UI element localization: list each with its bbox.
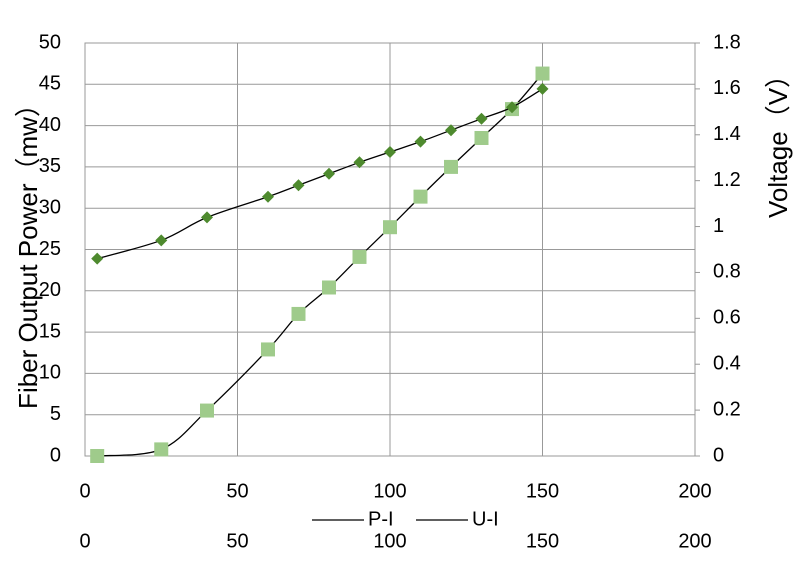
diamond-marker xyxy=(414,135,427,148)
diamond-marker xyxy=(262,190,274,203)
x2-tick-label: 100 xyxy=(373,530,406,552)
trend-line xyxy=(97,88,543,260)
x2-tick-label: 200 xyxy=(678,530,711,552)
diamond-marker xyxy=(384,145,396,158)
y-tick-label: 20 xyxy=(39,279,61,301)
square-marker xyxy=(413,189,428,204)
square-marker xyxy=(444,159,458,174)
y2-tick-label: 0.2 xyxy=(713,398,741,420)
diamond-marker xyxy=(506,101,518,114)
y-tick-label: 25 xyxy=(39,238,61,260)
y-tick-label: 5 xyxy=(50,403,61,425)
y-tick-label: 35 xyxy=(39,155,61,177)
x2-tick-label: 0 xyxy=(79,530,90,552)
y2-tick-label: 0.4 xyxy=(713,353,741,375)
diamond-marker xyxy=(445,124,457,137)
y2-tick-label: 1.6 xyxy=(713,77,741,99)
square-marker xyxy=(535,66,550,81)
diamond-marker xyxy=(91,252,104,265)
square-marker xyxy=(154,442,169,457)
square-marker xyxy=(261,342,275,357)
diamond-marker xyxy=(292,179,305,192)
square-marker xyxy=(383,220,397,235)
diamond-marker xyxy=(353,156,366,169)
trend-line xyxy=(97,73,543,457)
y-tick-label: 40 xyxy=(39,114,61,136)
y2-axis-title: Voltage（V） xyxy=(763,62,793,218)
y2-tick-label: 1 xyxy=(713,215,724,237)
square-marker xyxy=(352,249,367,264)
y-tick-label: 45 xyxy=(39,73,61,95)
square-marker xyxy=(474,130,489,145)
y-tick-label: 15 xyxy=(39,320,61,342)
y2-tick-label: 0.6 xyxy=(713,307,741,329)
square-marker xyxy=(291,306,306,321)
x2-tick-label: 50 xyxy=(226,530,248,552)
diamond-marker xyxy=(155,234,168,247)
diamond-marker xyxy=(536,82,549,95)
diamond-marker xyxy=(201,211,213,224)
y-axis-title: Fiber Output Power（mw） xyxy=(13,91,43,409)
diamond-marker xyxy=(323,167,335,180)
y-tick-label: 30 xyxy=(39,196,61,218)
x-tick-label: 100 xyxy=(373,480,406,502)
y-tick-label: 50 xyxy=(39,31,61,53)
x-tick-label: 50 xyxy=(226,480,248,502)
y-tick-label: 10 xyxy=(39,362,61,384)
x-tick-label: 200 xyxy=(678,480,711,502)
y2-tick-label: 1.4 xyxy=(713,123,741,145)
diamond-marker xyxy=(475,112,488,125)
legend-label: P-I xyxy=(368,508,394,530)
square-marker xyxy=(322,280,336,295)
y2-tick-label: 0.8 xyxy=(713,261,741,283)
y2-tick-label: 0 xyxy=(713,444,724,466)
square-marker xyxy=(200,403,214,418)
y-tick-label: 0 xyxy=(50,444,61,466)
x2-tick-label: 150 xyxy=(526,530,559,552)
y2-tick-label: 1.2 xyxy=(713,169,741,191)
legend-label: U-I xyxy=(472,508,499,530)
square-marker xyxy=(90,449,105,463)
x-tick-label: 0 xyxy=(79,480,90,502)
y2-tick-label: 1.8 xyxy=(713,31,741,53)
x-tick-label: 150 xyxy=(526,480,559,502)
